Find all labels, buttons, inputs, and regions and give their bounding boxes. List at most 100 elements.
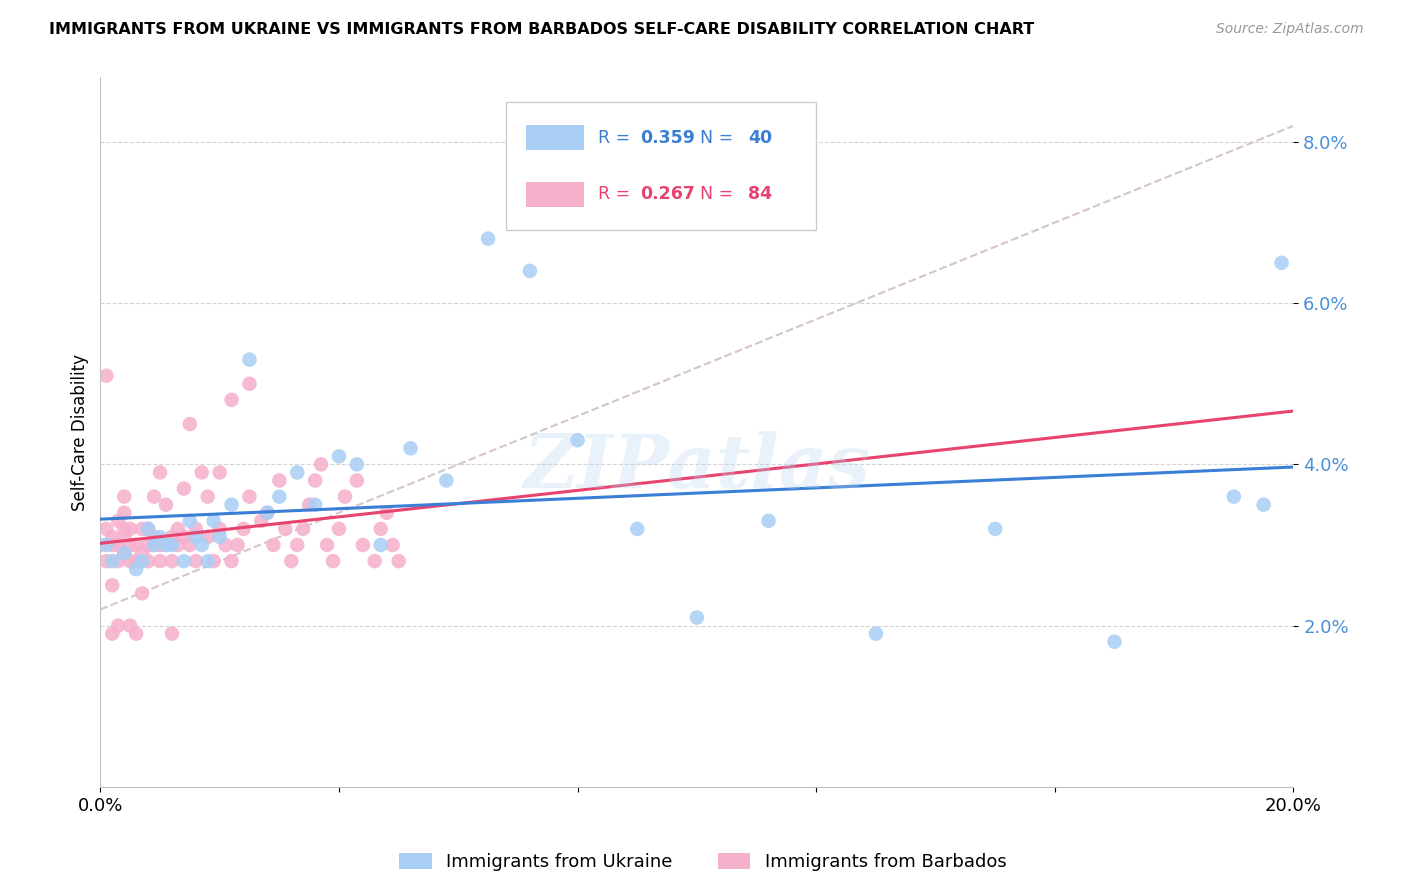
Point [101, 578, 124, 592]
Point [208, 530, 231, 544]
Point [136, 522, 159, 536]
Point [388, 554, 411, 568]
Point [309, 458, 332, 472]
Point [112, 506, 135, 520]
Point [131, 586, 153, 600]
Point [567, 433, 589, 447]
Point [346, 458, 368, 472]
Text: 0.267: 0.267 [640, 186, 695, 203]
Point [160, 554, 183, 568]
Point [96, 368, 118, 383]
Point [120, 538, 142, 552]
Point [191, 466, 214, 480]
Point [125, 562, 148, 576]
Point [143, 490, 166, 504]
Point [285, 538, 308, 552]
Text: 84: 84 [748, 186, 772, 203]
Point [143, 538, 166, 552]
Point [136, 538, 159, 552]
Point [250, 514, 273, 528]
Point [346, 474, 368, 488]
Point [96, 554, 118, 568]
Point [370, 522, 392, 536]
Point [256, 506, 278, 520]
Point [477, 232, 499, 246]
Point [120, 618, 142, 632]
Point [120, 554, 142, 568]
Point [238, 352, 260, 367]
Point [131, 546, 153, 560]
Point [107, 514, 129, 528]
Point [984, 522, 1007, 536]
Point [160, 538, 183, 552]
Point [112, 490, 135, 504]
Point [1270, 256, 1292, 270]
Point [381, 538, 404, 552]
Point [221, 554, 243, 568]
Point [179, 417, 201, 431]
Point [125, 626, 148, 640]
Point [173, 482, 195, 496]
Point [101, 554, 124, 568]
Point [214, 538, 236, 552]
Point [167, 522, 190, 536]
Point [173, 554, 195, 568]
Text: 40: 40 [748, 128, 772, 147]
Point [202, 554, 225, 568]
Point [364, 554, 387, 568]
Point [274, 522, 297, 536]
Text: 0.359: 0.359 [640, 128, 695, 147]
Point [328, 522, 350, 536]
Point [149, 554, 172, 568]
Point [107, 618, 129, 632]
Text: ZIPatlas: ZIPatlas [523, 432, 870, 504]
Point [107, 538, 129, 552]
Point [160, 530, 183, 544]
Point [269, 490, 291, 504]
Point [155, 498, 177, 512]
Point [238, 376, 260, 391]
Point [149, 538, 172, 552]
Point [375, 506, 398, 520]
Point [112, 546, 135, 560]
Point [269, 474, 291, 488]
Point [333, 490, 356, 504]
Point [184, 522, 207, 536]
Point [149, 530, 172, 544]
Point [167, 538, 190, 552]
Point [125, 554, 148, 568]
Point [370, 538, 392, 552]
FancyBboxPatch shape [526, 125, 583, 150]
Point [131, 522, 153, 536]
Point [298, 498, 321, 512]
Point [197, 490, 219, 504]
Legend: Immigrants from Ukraine, Immigrants from Barbados: Immigrants from Ukraine, Immigrants from… [392, 846, 1014, 879]
Point [184, 554, 207, 568]
Point [232, 522, 254, 536]
Point [155, 538, 177, 552]
Point [238, 490, 260, 504]
Point [125, 538, 148, 552]
Point [112, 546, 135, 560]
Point [328, 450, 350, 464]
Point [136, 522, 159, 536]
Point [197, 530, 219, 544]
FancyBboxPatch shape [506, 103, 817, 230]
Point [292, 522, 315, 536]
Point [101, 530, 124, 544]
Point [107, 554, 129, 568]
Point [399, 442, 422, 456]
Point [143, 530, 166, 544]
Point [1104, 634, 1126, 648]
Point [143, 538, 166, 552]
Text: R =: R = [598, 128, 636, 147]
Point [179, 514, 201, 528]
Text: N =: N = [689, 186, 738, 203]
Point [280, 554, 302, 568]
Text: IMMIGRANTS FROM UKRAINE VS IMMIGRANTS FROM BARBADOS SELF-CARE DISABILITY CORRELA: IMMIGRANTS FROM UKRAINE VS IMMIGRANTS FR… [49, 22, 1035, 37]
Point [120, 522, 142, 536]
Point [316, 538, 339, 552]
Point [101, 626, 124, 640]
Text: N =: N = [689, 128, 738, 147]
Point [221, 392, 243, 407]
